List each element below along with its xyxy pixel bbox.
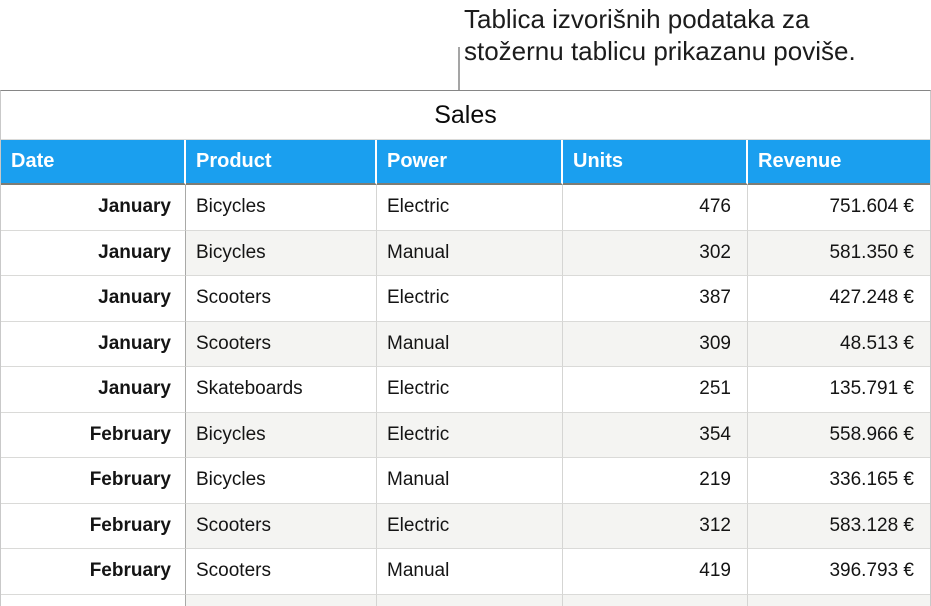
cell-units[interactable]: 219 bbox=[563, 458, 748, 504]
column-header-product[interactable]: Product bbox=[186, 140, 377, 185]
cell-units[interactable]: 419 bbox=[563, 549, 748, 595]
callout-line-2: stožernu tablicu prikazanu poviše. bbox=[464, 36, 856, 66]
cell-revenue[interactable] bbox=[748, 594, 930, 606]
cell-power[interactable]: Manual bbox=[377, 549, 563, 595]
cell-units[interactable]: 302 bbox=[563, 230, 748, 276]
cell-units[interactable]: 354 bbox=[563, 412, 748, 458]
cell-date[interactable]: February bbox=[1, 549, 186, 595]
cell-units[interactable]: 476 bbox=[563, 185, 748, 231]
cell-product[interactable]: Skateboards bbox=[186, 367, 377, 413]
table-row: January Skateboards Electric 251 135.791 € bbox=[1, 367, 930, 413]
source-data-table: Sales Date Product Power Units Revenue J… bbox=[0, 90, 931, 606]
cell-revenue[interactable]: 48.513 € bbox=[748, 321, 930, 367]
cell-units[interactable] bbox=[563, 594, 748, 606]
cell-power[interactable]: Electric bbox=[377, 503, 563, 549]
cell-units[interactable]: 387 bbox=[563, 276, 748, 322]
cell-power[interactable]: Electric bbox=[377, 185, 563, 231]
cell-date[interactable]: January bbox=[1, 185, 186, 231]
cell-product[interactable]: Bicycles bbox=[186, 185, 377, 231]
cell-units[interactable]: 251 bbox=[563, 367, 748, 413]
cell-units[interactable]: 309 bbox=[563, 321, 748, 367]
table-row: February Bicycles Manual 219 336.165 € bbox=[1, 458, 930, 504]
cell-product[interactable]: Bicycles bbox=[186, 230, 377, 276]
cell-product[interactable]: Scooters bbox=[186, 276, 377, 322]
cell-revenue[interactable]: 751.604 € bbox=[748, 185, 930, 231]
table-title[interactable]: Sales bbox=[1, 91, 930, 140]
cell-revenue[interactable]: 396.793 € bbox=[748, 549, 930, 595]
cell-product[interactable] bbox=[186, 594, 377, 606]
cell-product[interactable]: Scooters bbox=[186, 503, 377, 549]
table-row: January Bicycles Electric 476 751.604 € bbox=[1, 185, 930, 231]
cell-product[interactable]: Scooters bbox=[186, 549, 377, 595]
table-row-partial bbox=[1, 594, 930, 606]
column-header-units[interactable]: Units bbox=[563, 140, 748, 185]
callout-leader-line bbox=[458, 47, 460, 91]
cell-revenue[interactable]: 583.128 € bbox=[748, 503, 930, 549]
table-row: February Scooters Manual 419 396.793 € bbox=[1, 549, 930, 595]
callout-line-1: Tablica izvorišnih podataka za bbox=[464, 4, 810, 34]
cell-date[interactable]: January bbox=[1, 321, 186, 367]
cell-product[interactable]: Bicycles bbox=[186, 412, 377, 458]
cell-product[interactable]: Bicycles bbox=[186, 458, 377, 504]
cell-power[interactable]: Manual bbox=[377, 458, 563, 504]
table-row: January Scooters Manual 309 48.513 € bbox=[1, 321, 930, 367]
table-row: February Scooters Electric 312 583.128 € bbox=[1, 503, 930, 549]
cell-revenue[interactable]: 427.248 € bbox=[748, 276, 930, 322]
table-row: January Bicycles Manual 302 581.350 € bbox=[1, 230, 930, 276]
cell-revenue[interactable]: 581.350 € bbox=[748, 230, 930, 276]
cell-power[interactable] bbox=[377, 594, 563, 606]
cell-power[interactable]: Manual bbox=[377, 321, 563, 367]
cell-date[interactable]: February bbox=[1, 503, 186, 549]
cell-date[interactable] bbox=[1, 594, 186, 606]
table-row: February Bicycles Electric 354 558.966 € bbox=[1, 412, 930, 458]
cell-revenue[interactable]: 558.966 € bbox=[748, 412, 930, 458]
column-header-date[interactable]: Date bbox=[1, 140, 186, 185]
cell-date[interactable]: January bbox=[1, 230, 186, 276]
cell-product[interactable]: Scooters bbox=[186, 321, 377, 367]
cell-units[interactable]: 312 bbox=[563, 503, 748, 549]
cell-power[interactable]: Electric bbox=[377, 412, 563, 458]
column-header-power[interactable]: Power bbox=[377, 140, 563, 185]
cell-date[interactable]: February bbox=[1, 412, 186, 458]
cell-power[interactable]: Electric bbox=[377, 367, 563, 413]
table-body: January Bicycles Electric 476 751.604 € Janua… bbox=[1, 185, 930, 606]
cell-revenue[interactable]: 336.165 € bbox=[748, 458, 930, 504]
table-row: January Scooters Electric 387 427.248 € bbox=[1, 276, 930, 322]
cell-power[interactable]: Electric bbox=[377, 276, 563, 322]
cell-date[interactable]: January bbox=[1, 367, 186, 413]
cell-date[interactable]: February bbox=[1, 458, 186, 504]
column-header-revenue[interactable]: Revenue bbox=[748, 140, 930, 185]
cell-power[interactable]: Manual bbox=[377, 230, 563, 276]
table-header-row: Date Product Power Units Revenue bbox=[1, 140, 930, 185]
cell-date[interactable]: January bbox=[1, 276, 186, 322]
callout-annotation: Tablica izvorišnih podataka za stožernu … bbox=[464, 3, 856, 67]
cell-revenue[interactable]: 135.791 € bbox=[748, 367, 930, 413]
